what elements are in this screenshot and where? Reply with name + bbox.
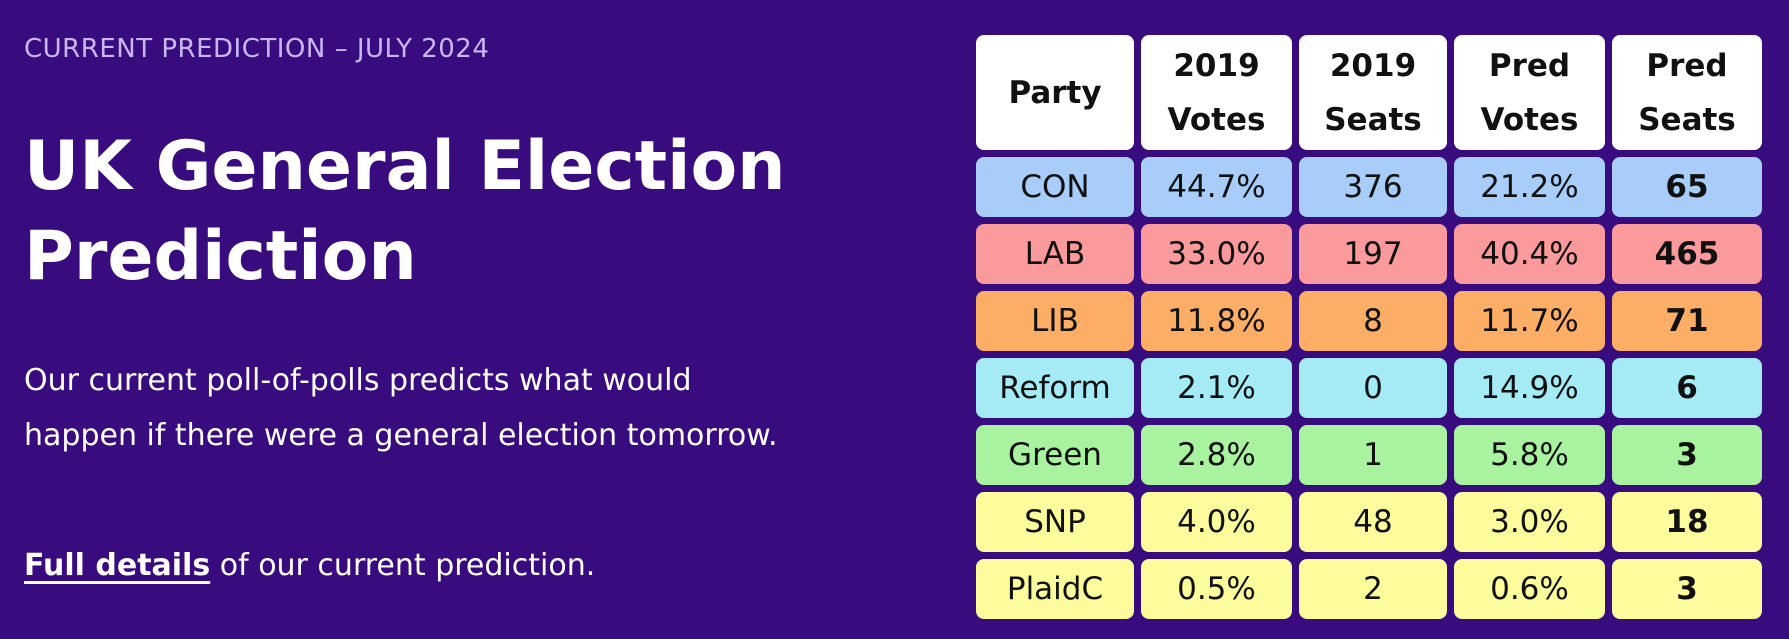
pred-votes-cell: 5.8%	[1454, 425, 1605, 485]
header-2019-seats: 2019 Seats	[1299, 35, 1447, 150]
header-pred-votes: Pred Votes	[1454, 35, 1605, 150]
seats-2019-cell: 0	[1299, 358, 1447, 418]
pred-votes-cell: 3.0%	[1454, 492, 1605, 552]
pred-votes-cell: 21.2%	[1454, 157, 1605, 217]
table-row: Green 2.8% 1 5.8% 3	[976, 425, 1762, 485]
seats-2019-cell: 8	[1299, 291, 1447, 351]
pred-seats-cell: 18	[1612, 492, 1762, 552]
header-2019-seats-line1: 2019	[1329, 47, 1417, 84]
seats-2019-cell: 48	[1299, 492, 1447, 552]
pred-seats-cell: 6	[1612, 358, 1762, 418]
header-party-label: Party	[1008, 74, 1102, 111]
pred-seats-cell: 3	[1612, 559, 1762, 619]
pred-votes-cell: 40.4%	[1454, 224, 1605, 284]
votes-2019-cell: 11.8%	[1141, 291, 1292, 351]
header-party: Party	[976, 35, 1134, 150]
seats-2019-cell: 1	[1299, 425, 1447, 485]
header-2019-votes-line1: 2019	[1173, 47, 1260, 84]
seats-2019-cell: 2	[1299, 559, 1447, 619]
votes-2019-cell: 44.7%	[1141, 157, 1292, 217]
table-row: LIB 11.8% 8 11.7% 71	[976, 291, 1762, 351]
party-cell: LIB	[976, 291, 1134, 351]
details-sentence: Full details of our current prediction.	[24, 538, 595, 593]
full-details-link[interactable]: Full details	[24, 548, 211, 583]
header-pred-seats-line2: Seats	[1638, 101, 1736, 138]
party-cell: Green	[976, 425, 1134, 485]
header-2019-votes-line2: Votes	[1167, 101, 1266, 138]
table-row: LAB 33.0% 197 40.4% 465	[976, 224, 1762, 284]
party-cell: LAB	[976, 224, 1134, 284]
pred-votes-cell: 0.6%	[1454, 559, 1605, 619]
table-header-row: Party 2019 Votes 2019 Seats Pred Votes Pred…	[976, 35, 1762, 150]
prediction-date-label: CURRENT PREDICTION – JULY 2024	[24, 34, 490, 64]
party-cell: CON	[976, 157, 1134, 217]
header-pred-votes-line1: Pred	[1488, 47, 1571, 84]
pred-votes-cell: 14.9%	[1454, 358, 1605, 418]
table-row: PlaidC 0.5% 2 0.6% 3	[976, 559, 1762, 619]
pred-seats-cell: 71	[1612, 291, 1762, 351]
header-2019-votes: 2019 Votes	[1141, 35, 1292, 150]
votes-2019-cell: 33.0%	[1141, 224, 1292, 284]
table-row: Reform 2.1% 0 14.9% 6	[976, 358, 1762, 418]
party-cell: Reform	[976, 358, 1134, 418]
votes-2019-cell: 2.1%	[1141, 358, 1292, 418]
prediction-description: Our current poll-of-polls predicts what …	[24, 363, 778, 453]
pred-seats-cell: 3	[1612, 425, 1762, 485]
seats-2019-cell: 197	[1299, 224, 1447, 284]
pred-seats-cell: 65	[1612, 157, 1762, 217]
header-pred-seats: Pred Seats	[1612, 35, 1762, 150]
votes-2019-cell: 4.0%	[1141, 492, 1292, 552]
pred-seats-cell: 465	[1612, 224, 1762, 284]
table-row: CON 44.7% 376 21.2% 65	[976, 157, 1762, 217]
page-title: UK General Election Prediction	[24, 127, 786, 296]
prediction-table: Party 2019 Votes 2019 Seats Pred Votes Pred…	[969, 28, 1769, 626]
header-pred-seats-line1: Pred	[1646, 47, 1728, 84]
seats-2019-cell: 376	[1299, 157, 1447, 217]
party-cell: PlaidC	[976, 559, 1134, 619]
votes-2019-cell: 0.5%	[1141, 559, 1292, 619]
header-2019-seats-line2: Seats	[1324, 101, 1422, 138]
table-row: SNP 4.0% 48 3.0% 18	[976, 492, 1762, 552]
votes-2019-cell: 2.8%	[1141, 425, 1292, 485]
pred-votes-cell: 11.7%	[1454, 291, 1605, 351]
party-cell: SNP	[976, 492, 1134, 552]
header-pred-votes-line2: Votes	[1480, 101, 1579, 138]
details-suffix: of our current prediction.	[210, 548, 596, 583]
